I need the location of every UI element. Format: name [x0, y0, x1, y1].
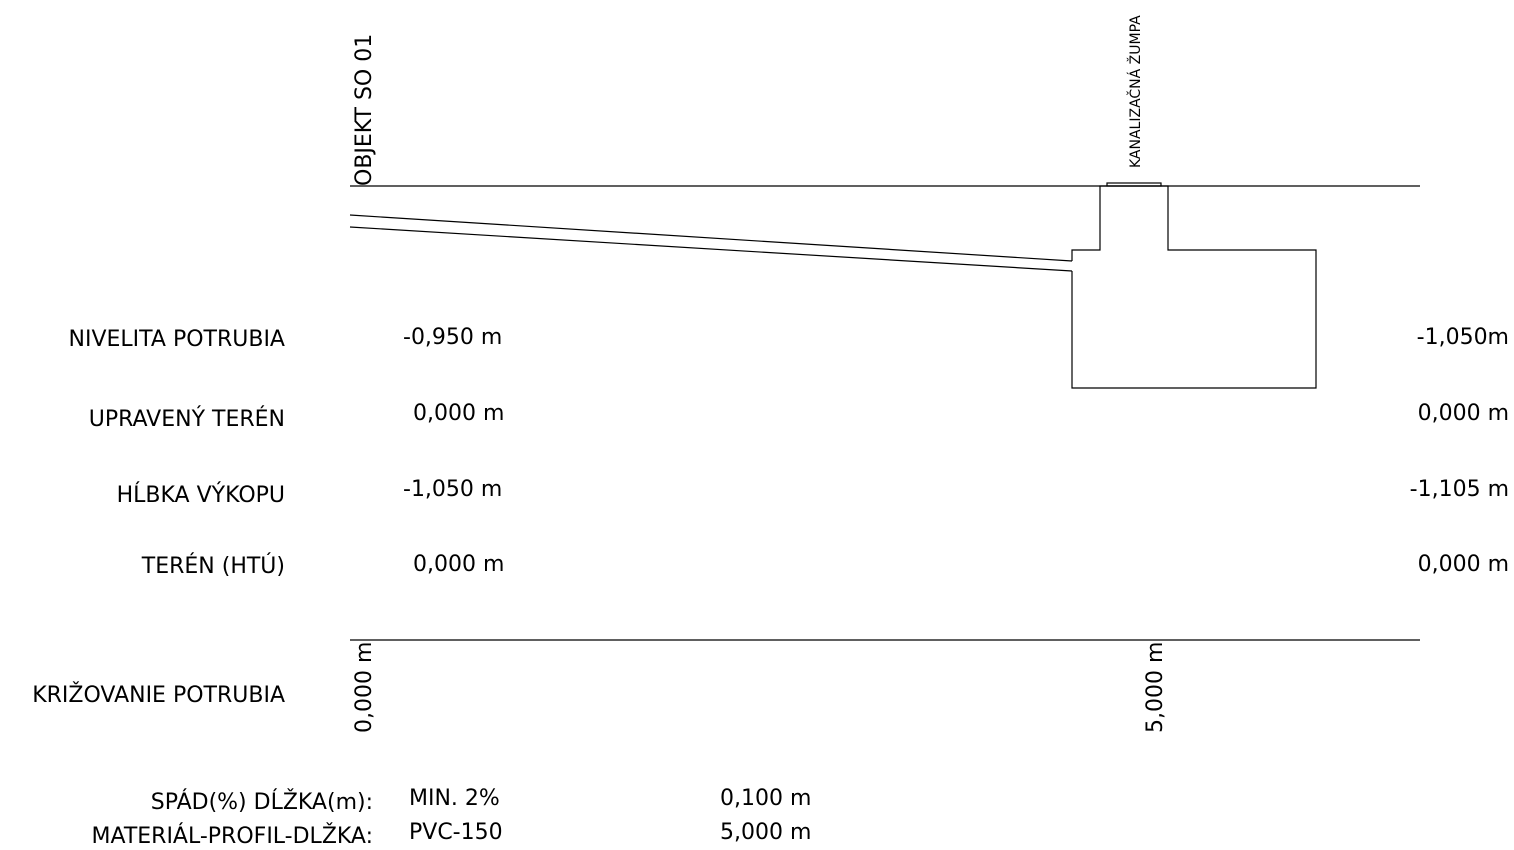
row-end-value: 0,000 m	[1418, 552, 1509, 577]
start-station-label: 0,000 m	[352, 642, 377, 733]
crossing-label: KRIŽOVANIE POTRUBIA	[32, 682, 285, 708]
septic-tank-outline	[1071, 185, 1317, 389]
profile-graphics	[349, 182, 1420, 389]
row-end-value: -1,105 m	[1410, 477, 1509, 502]
row-end-value: -1,050m	[1417, 325, 1509, 350]
material-length: 5,000 m	[720, 820, 811, 845]
crossing-section: KRIŽOVANIE POTRUBIA 0,000 m 5,000 m	[32, 639, 1420, 733]
row-start-value: -1,050 m	[403, 477, 502, 502]
row-teren-htu: TERÉN (HTÚ) 0,000 m 0,000 m	[141, 552, 1509, 579]
material-label: MATERIÁL-PROFIL-DLŽKA:	[92, 823, 374, 849]
slope-length: 0,100 m	[720, 786, 811, 811]
end-station-label: 5,000 m	[1143, 642, 1168, 733]
start-object-label: OBJEKT SO 01	[352, 34, 377, 186]
row-start-value: 0,000 m	[413, 401, 504, 426]
septic-tank-manhole-cover	[1106, 182, 1162, 187]
row-end-value: 0,000 m	[1418, 401, 1509, 426]
footer-table: SPÁD(%) DĹŽKA(m): MIN. 2% 0,100 m MATERI…	[92, 786, 812, 849]
row-label: UPRAVENÝ TERÉN	[89, 406, 285, 432]
slope-label: SPÁD(%) DĹŽKA(m):	[151, 789, 373, 815]
end-object-label: KANALIZAČNÁ ŽUMPA	[1126, 15, 1144, 168]
row-niveleta: NIVELITA POTRUBIA -0,950 m -1,050m	[69, 325, 1509, 352]
pipe-top-line	[349, 214, 1073, 262]
row-hlbka-vykopu: HĹBKA VÝKOPU -1,050 m -1,105 m	[117, 477, 1509, 508]
row-start-value: 0,000 m	[413, 552, 504, 577]
row-label: HĹBKA VÝKOPU	[117, 482, 285, 508]
slope-value: MIN. 2%	[409, 786, 500, 811]
row-label: TERÉN (HTÚ)	[141, 553, 285, 579]
row-start-value: -0,950 m	[403, 325, 502, 350]
material-value: PVC-150	[409, 820, 503, 845]
pipe-bottom-line	[349, 226, 1073, 272]
row-label: NIVELITA POTRUBIA	[69, 327, 285, 352]
row-upraveny-teren: UPRAVENÝ TERÉN 0,000 m 0,000 m	[89, 401, 1509, 432]
